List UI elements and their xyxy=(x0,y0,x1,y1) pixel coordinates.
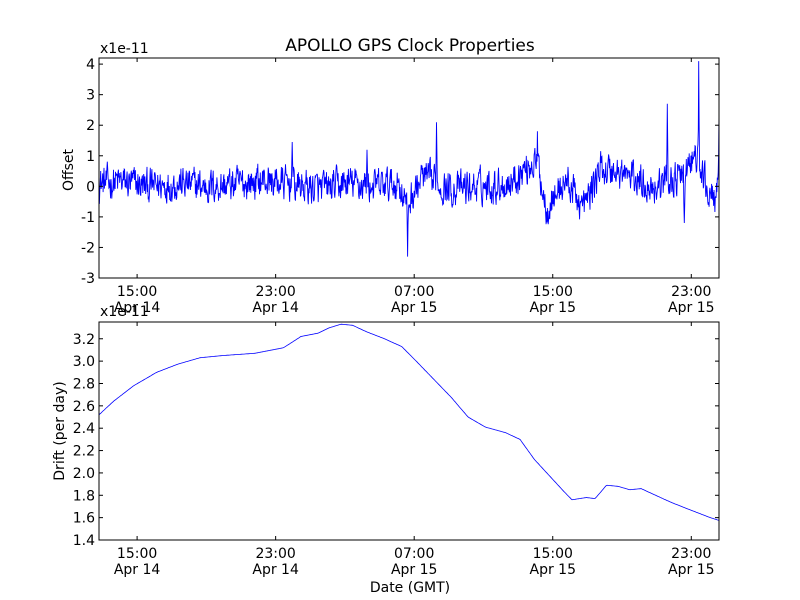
chart-title: APOLLO GPS Clock Properties xyxy=(285,36,535,56)
x-tick-time-label: 23:00 xyxy=(255,284,295,300)
plot-frame xyxy=(98,321,720,541)
drift-ylabel: Drift (per day) xyxy=(52,381,68,480)
offset-series-line xyxy=(99,61,719,257)
y-tick-label: 2 xyxy=(86,118,95,134)
y-tick-label: 2.8 xyxy=(73,376,95,392)
x-tick-time-label: 07:00 xyxy=(394,284,434,300)
x-tick-date-label: Apr 14 xyxy=(114,300,161,316)
y-tick-label: -1 xyxy=(81,210,95,226)
x-tick-date-label: Apr 14 xyxy=(252,300,299,316)
x-tick-time-label: 23:00 xyxy=(671,284,711,300)
x-tick-date-label: Apr 15 xyxy=(530,300,576,316)
x-tick-date-label: Apr 15 xyxy=(668,300,714,316)
y-tick-label: 1.8 xyxy=(73,488,95,504)
offset-ylabel: Offset xyxy=(61,148,77,191)
y-tick-label: 4 xyxy=(86,57,95,73)
x-tick-time-label: 23:00 xyxy=(255,546,295,562)
x-tick-date-label: Apr 14 xyxy=(114,562,161,578)
y-tick-label: 2.2 xyxy=(73,444,95,460)
y-tick-label: 2.4 xyxy=(73,421,95,437)
y-tick-label: 2.6 xyxy=(73,399,95,415)
drift-xlabel: Date (GMT) xyxy=(370,580,450,596)
y-tick-label: 0 xyxy=(86,179,95,195)
x-tick-time-label: 15:00 xyxy=(117,284,157,300)
offset-multiplier: x1e-11 xyxy=(100,41,149,57)
plot-frame xyxy=(98,57,720,279)
x-tick-date-label: Apr 15 xyxy=(530,562,576,578)
drift-series-line xyxy=(99,323,719,521)
x-tick-date-label: Apr 15 xyxy=(668,562,714,578)
x-tick-time-label: 15:00 xyxy=(533,284,573,300)
x-tick-date-label: Apr 14 xyxy=(252,562,299,578)
drift-multiplier: x1e-11 xyxy=(100,304,149,320)
x-tick-time-label: 15:00 xyxy=(533,546,573,562)
y-tick-label: 1 xyxy=(86,149,95,165)
y-tick-label: 1.4 xyxy=(73,533,95,549)
x-tick-time-label: 15:00 xyxy=(117,546,157,562)
y-tick-label: 3 xyxy=(86,88,95,104)
y-tick-label: -3 xyxy=(81,271,95,287)
y-tick-label: 2.0 xyxy=(73,466,95,482)
y-tick-label: 3.2 xyxy=(73,332,95,348)
y-tick-label: 1.6 xyxy=(73,511,95,527)
x-tick-date-label: Apr 15 xyxy=(391,300,437,316)
x-tick-date-label: Apr 15 xyxy=(391,562,437,578)
y-tick-label: 3.0 xyxy=(73,354,95,370)
y-tick-label: -2 xyxy=(81,240,95,256)
x-tick-time-label: 23:00 xyxy=(671,546,711,562)
x-tick-time-label: 07:00 xyxy=(394,546,434,562)
